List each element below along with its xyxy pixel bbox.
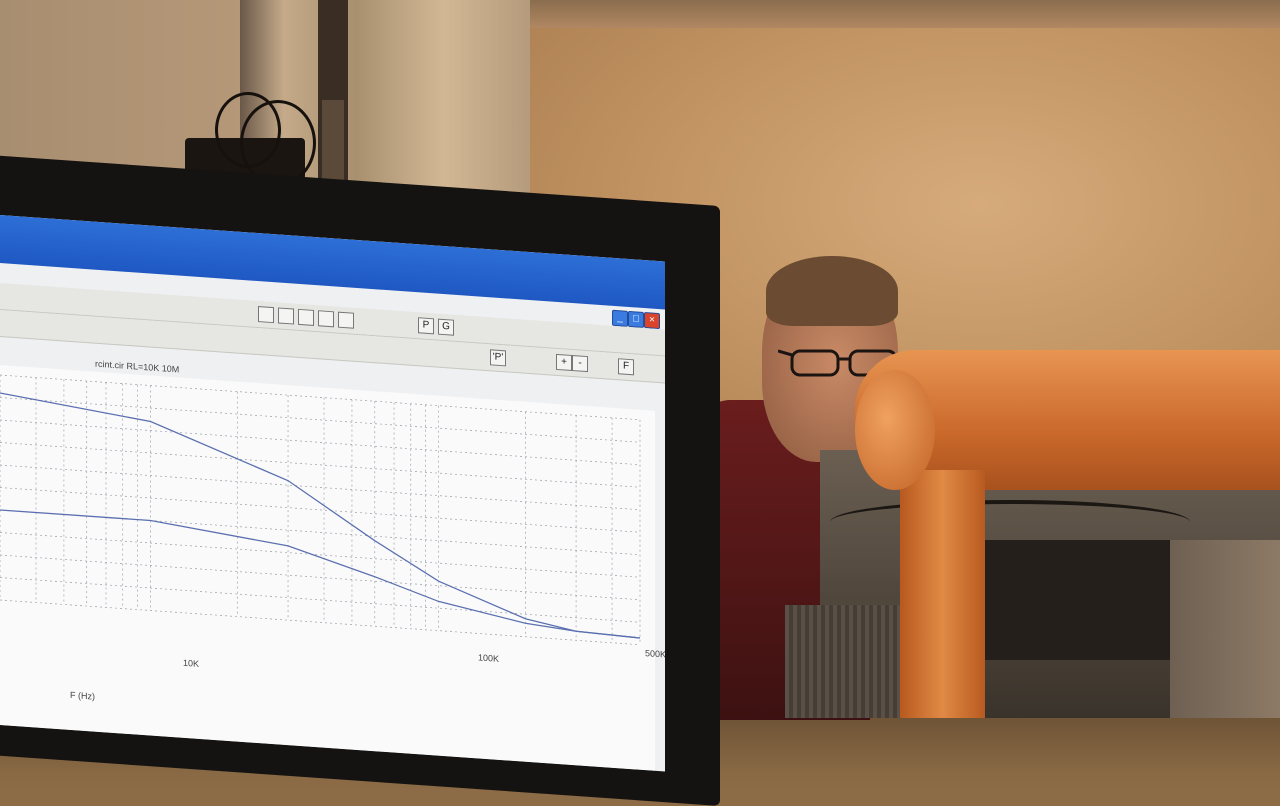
close-icon[interactable]: × [644,312,660,330]
grid-line-y [0,554,640,601]
grid-line-y [0,442,640,488]
equipment-panel [980,540,1180,660]
grid-line-y [0,419,640,466]
grid-line-y [0,374,640,421]
zoom-in-icon[interactable]: + [556,353,572,371]
cable [830,500,1190,544]
p-icon[interactable]: P [418,317,434,335]
f-icon[interactable]: F [618,358,634,376]
person-hair [766,256,898,326]
window-layout-icon[interactable] [278,307,294,325]
grid-line-y [0,532,640,578]
p-prime-icon[interactable]: 'P' [490,349,506,367]
minimize-icon[interactable]: _ [612,309,628,327]
grid-line-y [0,577,640,623]
grid-line-y [0,397,640,443]
orange-post [900,470,985,718]
window-layout-icon[interactable] [338,311,354,329]
window-layout-icon[interactable] [298,308,314,326]
series-line-2 [0,509,641,639]
zoom-out-icon[interactable]: - [572,354,588,373]
tick-label-100k: 100K [478,652,500,664]
x-axis-label: F (Hz) [70,689,95,702]
tick-label-500k: 500K [645,648,665,660]
equipment-vent [785,605,915,718]
monitor-screen: _ □ × P G 'P' + - F rcint.cir RL=10K 10M… [0,215,665,772]
equipment-side [1170,540,1280,718]
grid-line-y [0,464,640,511]
door-glass-lower [322,100,344,180]
window-layout-icon[interactable] [258,306,274,324]
series-line-1 [0,392,641,639]
orange-cap [855,370,935,490]
window-layout-icon[interactable] [318,310,334,328]
grid-line-y [0,487,640,533]
g-icon[interactable]: G [438,318,454,336]
ceiling-edge [530,0,1280,28]
tick-label-10k: 10K [183,657,200,669]
plot-svg [0,374,641,646]
grid-line-y [0,599,640,646]
plot-area [0,365,655,771]
maximize-icon[interactable]: □ [628,310,644,329]
